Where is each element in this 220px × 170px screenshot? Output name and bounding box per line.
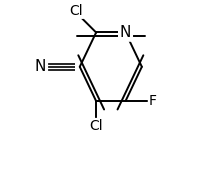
Text: N: N — [35, 59, 46, 74]
Text: Cl: Cl — [70, 4, 83, 18]
Text: N: N — [120, 25, 131, 40]
Text: Cl: Cl — [89, 118, 103, 133]
Text: F: F — [148, 94, 156, 108]
